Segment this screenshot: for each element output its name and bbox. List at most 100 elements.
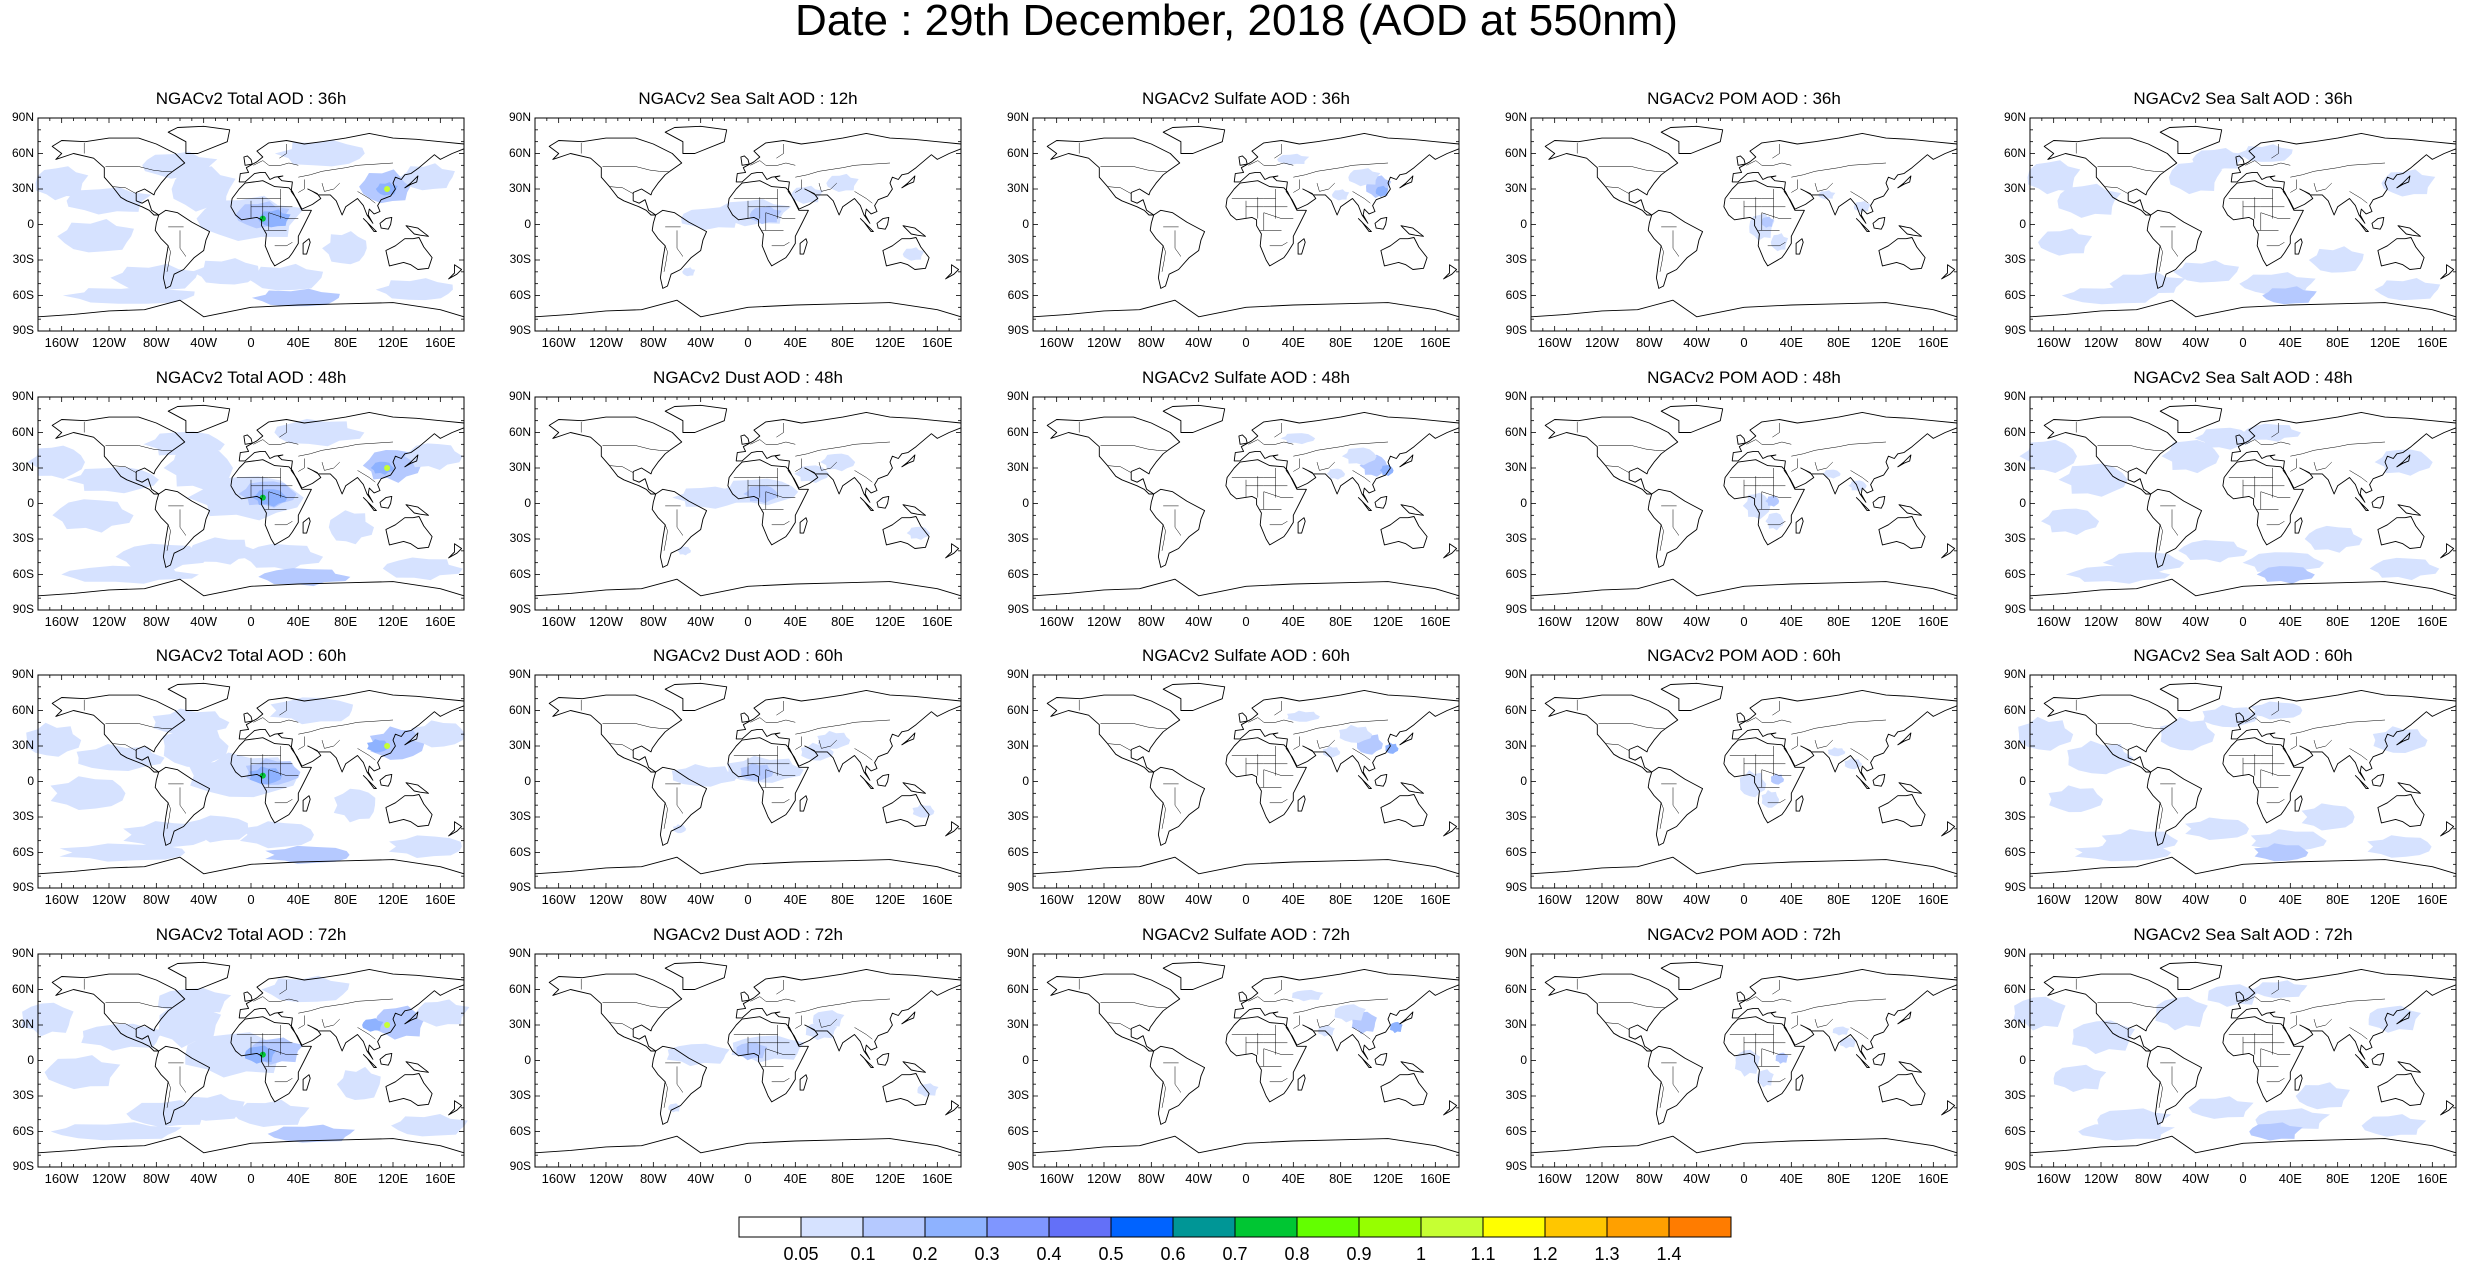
aod-region [274,418,365,447]
map-frame [1032,396,1460,611]
border-line [2097,445,2164,451]
lat-tick-label: 90S [509,1159,531,1173]
lon-tick-label: 160W [2036,892,2071,907]
coastline [1162,125,1226,154]
colorbar-box [1110,1216,1174,1238]
coastline [1544,137,1679,216]
coastline [2397,504,2421,516]
aod-region [1385,742,1399,754]
border-line [279,980,287,995]
coastline [1530,856,1958,875]
lat-tick-label: 60N [1504,702,1527,717]
coastline [1380,516,1428,549]
coastline [1736,434,1746,445]
aod-region [2249,1122,2303,1141]
lon-tick-label: 0 [247,614,255,629]
lon-tick-label: 0 [1740,335,1748,350]
map-panel-seasalt-row4: NGACv2 Sea Salt AOD : 72h 90N 60N 30N 0 30S 60… [1992,925,2472,1186]
coastline [1795,795,1804,812]
coastline [1530,578,1958,597]
lat-tick-label: 90S [1007,1159,1029,1173]
aod-region [1277,153,1310,165]
lon-tick-label: 160E [2417,1171,2448,1186]
border-line [2349,191,2368,204]
coastline [902,225,926,237]
map-panel-seasalt-row2: NGACv2 Sea Salt AOD : 48h 90N 60N 30N 0 30S 60… [1992,368,2472,629]
lon-tick-label: 40E [286,1171,310,1186]
coastline [1400,225,1424,237]
border-line [2271,144,2279,159]
aod-region [50,1122,182,1141]
border-line [1293,998,1389,1014]
aod-region [52,499,134,533]
colorbar-tick-label: 1.3 [1594,1244,1620,1264]
lat-tick-label: 30N [1006,738,1029,752]
border-line [179,1066,187,1093]
lon-tick-label: 80W [2134,335,2162,350]
coastline [1233,968,1460,1060]
border-line [2097,166,2164,172]
world-map [1530,674,1958,889]
coastline [405,782,429,794]
lat-tick-label: 90S [1505,323,1527,337]
lat-tick-label: 90S [509,880,531,894]
coastline [1400,782,1424,794]
coastline [1878,1073,1926,1106]
coastline [2159,125,2223,154]
border-line [112,465,137,473]
aod-region [404,443,463,470]
coastline [1660,125,1724,154]
aod-region [2295,1082,2350,1110]
aod-region [1757,1069,1774,1088]
coastline [735,132,962,224]
coastline [1238,434,1248,445]
border-line [274,799,293,804]
coastline [2396,454,2411,468]
colorbar-tick-label: 0.1 [850,1244,876,1264]
border-line [268,1048,299,1067]
aod-region [1318,1025,1335,1037]
aod-region [21,1002,74,1037]
coastline [302,517,311,534]
border-line [771,521,790,526]
lon-tick-label: 40W [190,1171,218,1186]
aod-region [2013,996,2066,1031]
lon-tick-label: 0 [744,892,752,907]
aod-region [1334,1004,1366,1023]
map-panel-pom-row3: NGACv2 POM AOD : 60h 90N 60N 30N 0 30S 60S 90S 1… [1493,646,1973,907]
aod-region [2173,260,2239,283]
world-map [21,953,470,1168]
coastline [405,225,429,237]
lat-tick-label: 90N [508,110,531,124]
coastline [1736,712,1746,723]
border-line [1161,1081,1166,1108]
lat-tick-label: 30N [508,460,531,474]
coastline [1225,1016,1307,1103]
aod-region [817,730,851,749]
coastline [727,1016,809,1103]
border-line [750,717,796,723]
aod-region [242,543,324,571]
coastline [448,821,463,837]
lat-tick-label: 0 [1022,1052,1029,1067]
border-line [166,1081,171,1108]
border-line [1352,748,1371,761]
border-line [1293,179,1300,193]
world-map [534,953,962,1168]
border-line [1850,191,1869,204]
border-line [1598,723,1665,729]
lat-tick-label: 30S [509,809,531,823]
coastline [2371,216,2385,230]
panel-title: NGACv2 Total AOD : 48h [155,368,347,387]
aod-region [171,166,236,212]
lat-tick-label: 90N [2003,389,2026,403]
coastline [1400,504,1424,516]
map-panel-dust-row2: NGACv2 Dust AOD : 48h 90N 60N 30N 0 30S 60S 90S… [497,368,977,629]
coastline [902,782,926,794]
aod-field [2013,980,2427,1141]
lon-tick-label: 0 [1242,1171,1250,1186]
coastline [1149,488,1206,568]
coastline [51,973,186,1052]
lat-tick-label: 60N [1006,981,1029,996]
coastline [799,238,808,255]
